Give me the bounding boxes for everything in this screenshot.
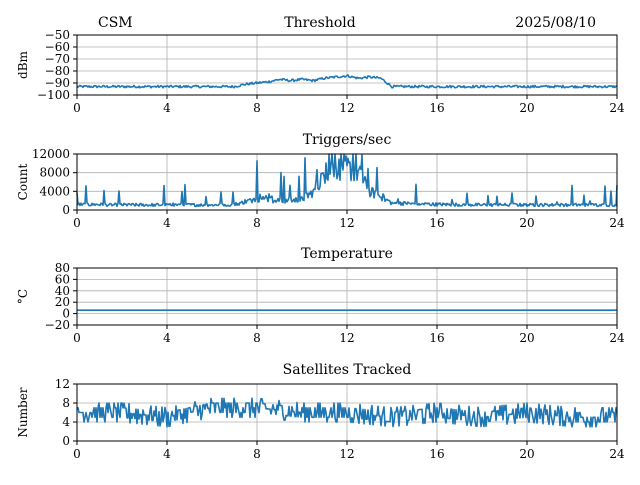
x-tick-label: 0	[73, 101, 81, 115]
series-line	[76, 74, 618, 89]
x-tick-label: 0	[73, 216, 81, 230]
y-tick-label: −90	[45, 76, 70, 90]
series-line	[77, 397, 618, 428]
y-tick-label: −80	[45, 64, 70, 78]
x-tick-label: 4	[163, 216, 171, 230]
y-tick-label: 0	[62, 434, 70, 448]
x-tick-label: 24	[609, 216, 625, 230]
y-tick-label: 60	[55, 272, 70, 286]
y-axis-label: Number	[16, 387, 30, 437]
y-tick-label: 12000	[32, 147, 70, 161]
x-tick-label: 12	[339, 216, 354, 230]
y-tick-label: −20	[45, 318, 70, 332]
y-tick-label: 0	[62, 203, 70, 217]
header-right: 2025/08/10	[515, 15, 596, 31]
x-tick-label: 20	[519, 101, 534, 115]
chart-panel-1: 0 4 8 12 16 20 24 0 4000 8000 12000 Triggers/sec Cou…	[16, 132, 625, 230]
y-tick-label: 40	[55, 284, 70, 298]
y-tick-label: 80	[55, 261, 70, 275]
x-tick-label: 12	[339, 447, 354, 461]
y-tick-label: 4000	[39, 184, 70, 198]
x-tick-label: 20	[519, 331, 534, 345]
chart-panel-3: 0 4 8 12 16 20 24 0 4 8 12 Satellites Tracked Number	[16, 362, 625, 461]
y-tick-label: 8	[62, 396, 70, 410]
x-tick-label: 4	[163, 447, 171, 461]
header-left: CSM	[98, 15, 133, 31]
chart-panel-0: 0 4 8 12 16 20 24 −50−60−70−80−90−100 dBm	[16, 28, 625, 115]
x-tick-label: 16	[429, 101, 444, 115]
x-tick-label: 12	[339, 101, 354, 115]
y-tick-label: −70	[45, 52, 70, 66]
y-tick-label: 4	[62, 415, 70, 429]
x-tick-label: 8	[253, 101, 261, 115]
x-tick-label: 8	[253, 447, 261, 461]
x-tick-label: 4	[163, 101, 171, 115]
x-tick-label: 24	[609, 447, 625, 461]
chart-title: Triggers/sec	[303, 132, 392, 148]
x-tick-label: 4	[163, 331, 171, 345]
header-center: Threshold	[284, 15, 355, 31]
chart-title: Temperature	[301, 246, 393, 262]
x-tick-label: 24	[609, 331, 625, 345]
x-tick-label: 24	[609, 101, 625, 115]
x-tick-label: 16	[429, 216, 444, 230]
y-axis-label: Count	[16, 163, 30, 200]
y-tick-label: −100	[37, 88, 70, 102]
x-tick-label: 16	[429, 447, 444, 461]
y-tick-label: −50	[45, 28, 70, 42]
x-tick-label: 0	[73, 331, 81, 345]
y-tick-label: −60	[45, 40, 70, 54]
y-tick-label: 20	[55, 295, 70, 309]
panels: 0 4 8 12 16 20 24 −50−60−70−80−90−100 dBm 0 4 8 12 16…	[16, 28, 625, 461]
x-tick-label: 0	[73, 447, 81, 461]
x-tick-label: 8	[253, 331, 261, 345]
y-axis-label: °C	[16, 289, 30, 304]
x-tick-label: 12	[339, 331, 354, 345]
y-axis-label: dBm	[16, 50, 30, 79]
x-tick-label: 8	[253, 216, 261, 230]
y-tick-label: 0	[62, 307, 70, 321]
series-line	[76, 153, 618, 208]
x-tick-label: 16	[429, 331, 444, 345]
x-tick-label: 20	[519, 216, 534, 230]
x-tick-label: 20	[519, 447, 534, 461]
y-tick-label: 12	[55, 377, 70, 391]
chart-title: Satellites Tracked	[283, 362, 412, 378]
y-tick-label: 8000	[39, 166, 70, 180]
